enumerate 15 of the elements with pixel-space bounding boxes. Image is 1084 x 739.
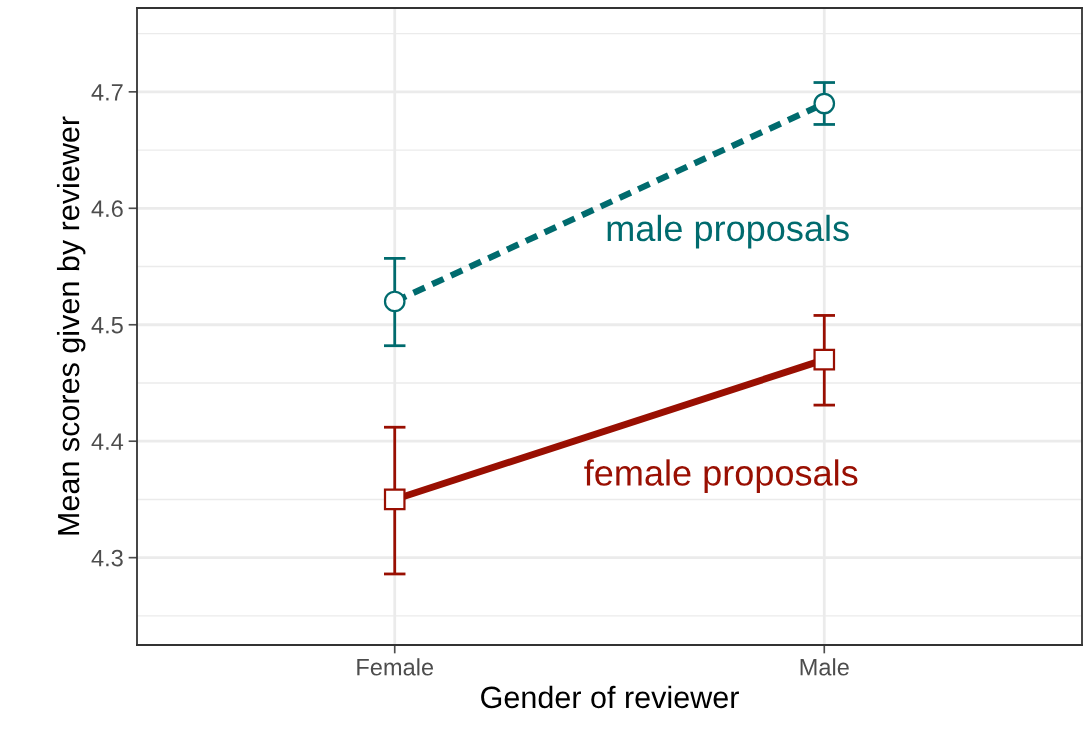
- x-axis-title: Gender of reviewer: [481, 685, 739, 709]
- point: [383, 488, 406, 511]
- point: [383, 290, 406, 313]
- y-tick-label: 4.7: [91, 84, 123, 101]
- y-tick-label: 4.5: [91, 317, 123, 334]
- y-tick-label: 4.3: [91, 549, 123, 567]
- x-tick-label: Male: [800, 658, 849, 676]
- y-tick-label: 4.6: [91, 200, 123, 218]
- y-tick-label: 4.4: [91, 433, 124, 450]
- y-axis-title: Mean scores given by reviewer: [56, 116, 86, 535]
- x-tick-label: Female: [357, 658, 434, 676]
- point: [813, 92, 836, 115]
- series-label: female proposals: [584, 459, 858, 493]
- series-label: male proposals: [607, 214, 849, 249]
- point: [813, 348, 836, 371]
